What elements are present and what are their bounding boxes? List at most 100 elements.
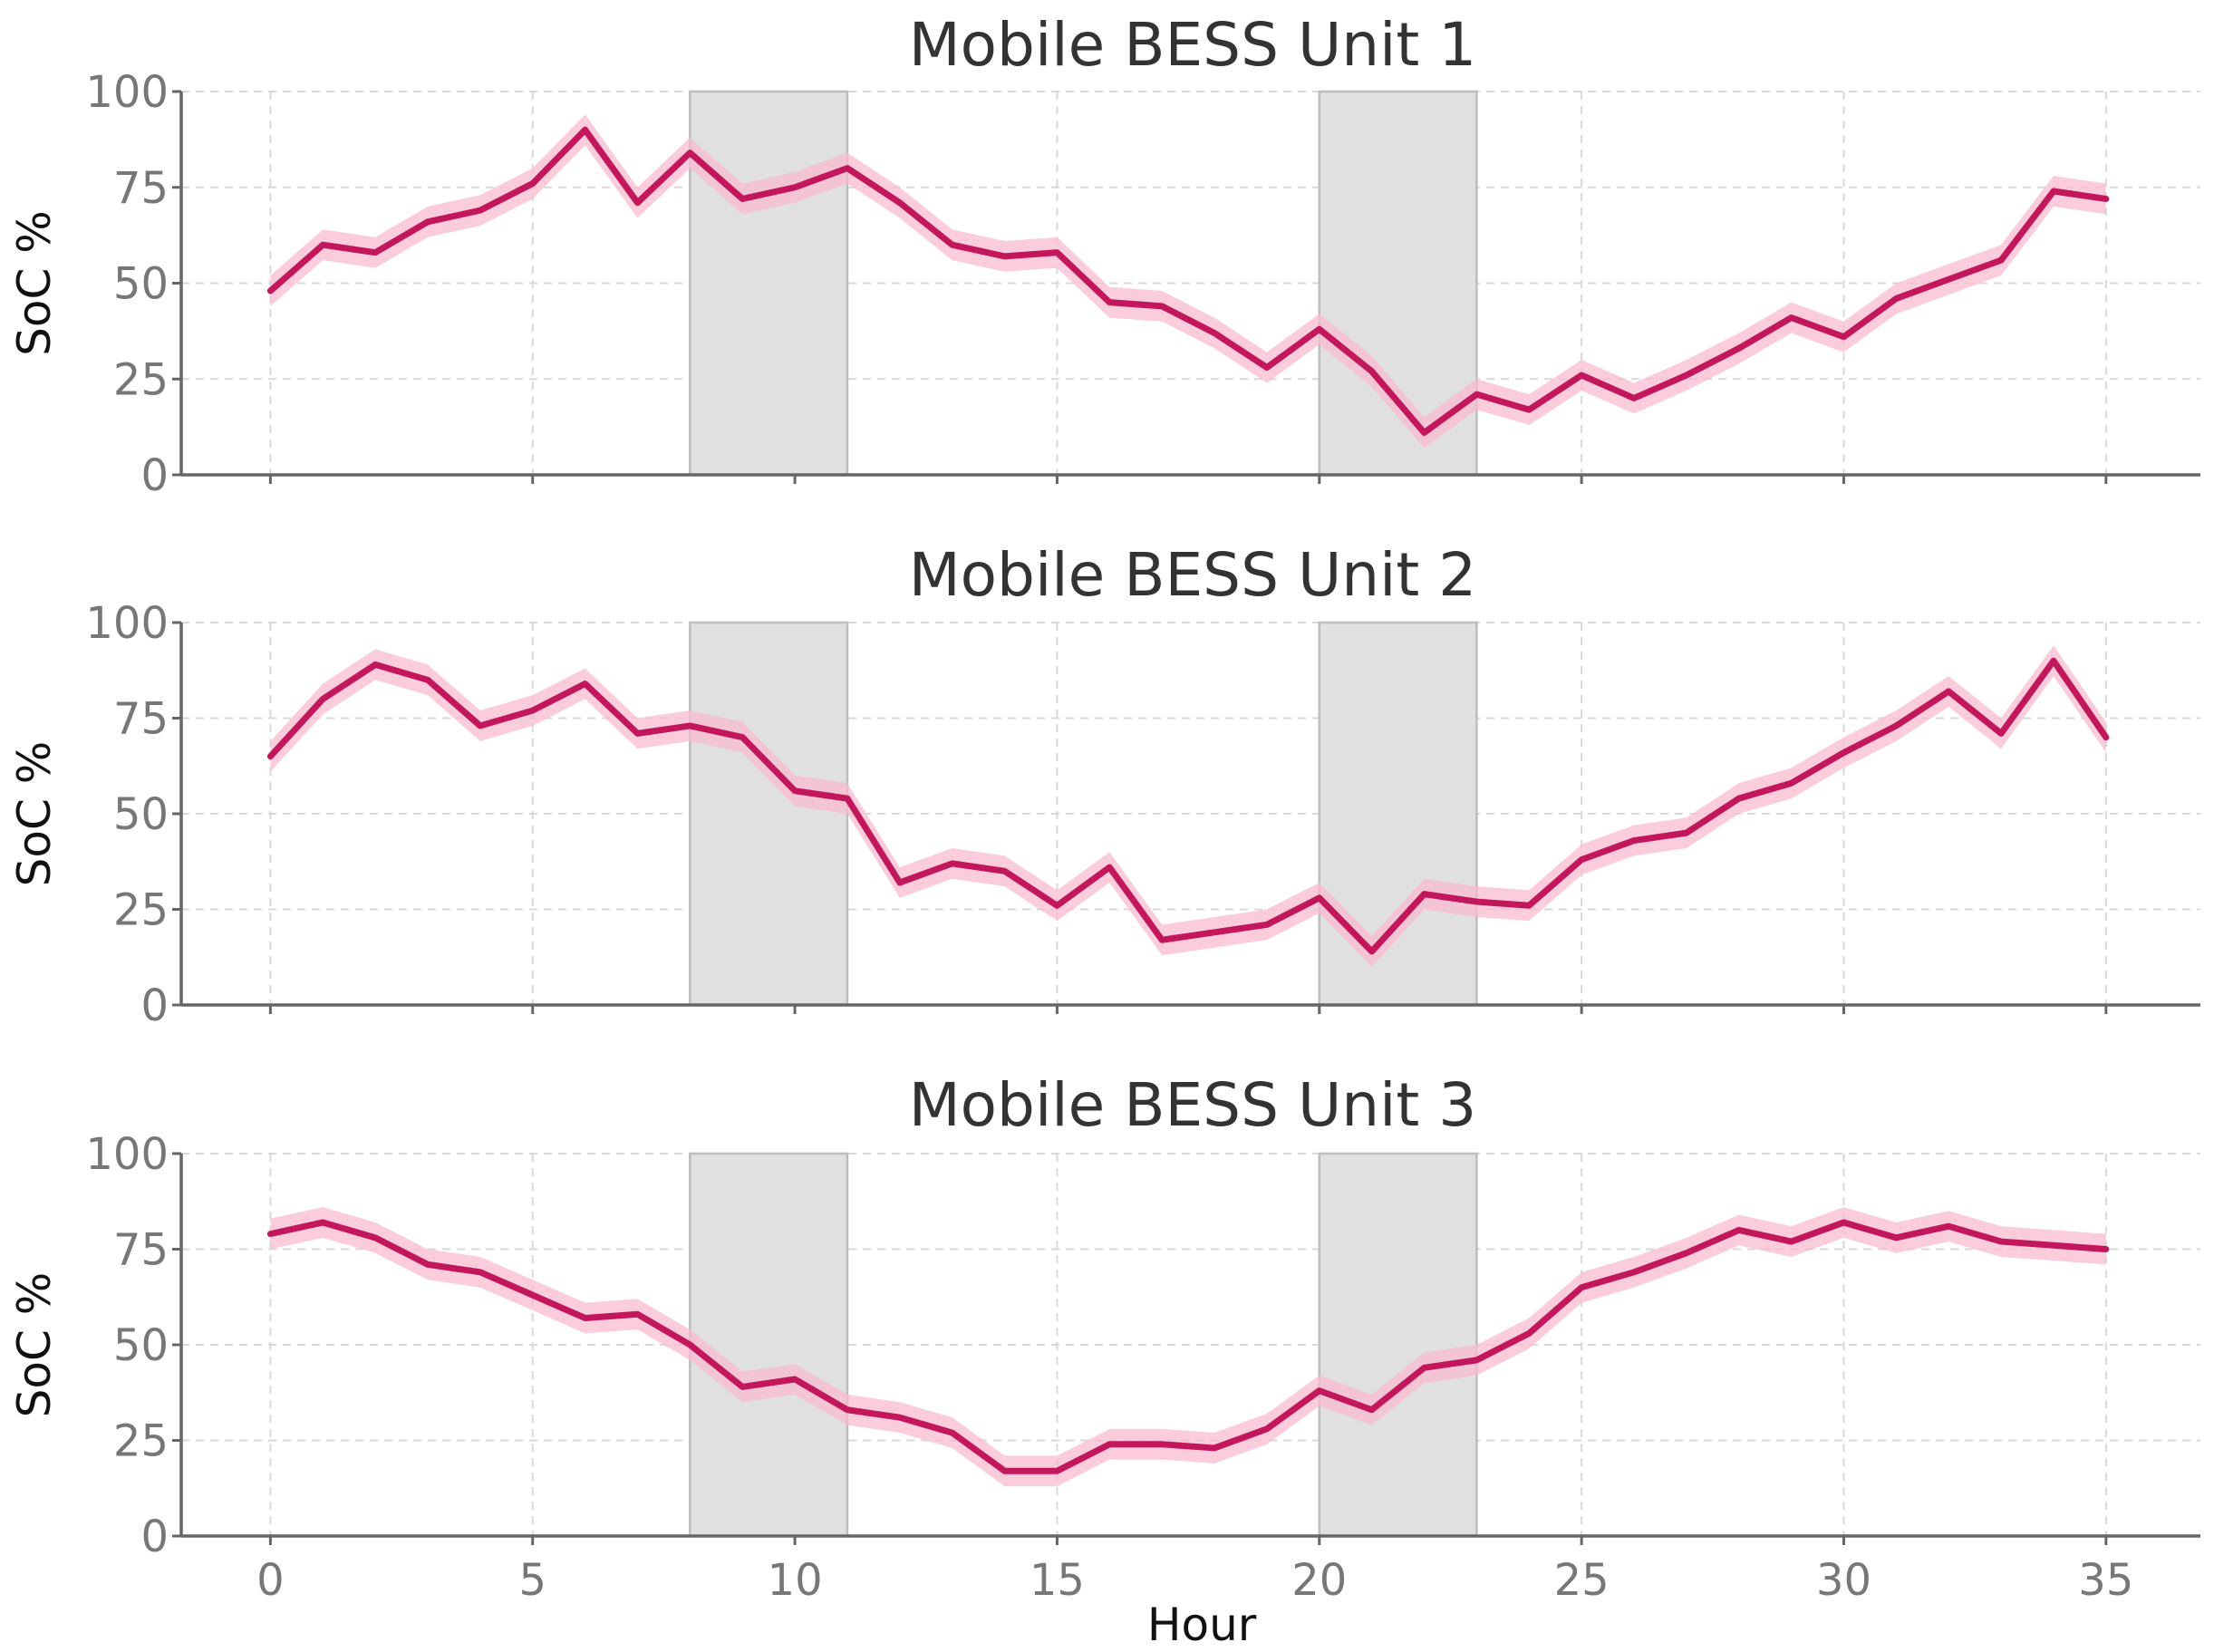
data-point	[1158, 1441, 1165, 1448]
x-tick-label: 25	[1554, 1555, 1610, 1606]
data-point	[949, 241, 956, 248]
panel-title: Mobile BESS Unit 3	[909, 1070, 1477, 1140]
x-tick-label: 20	[1291, 1555, 1347, 1606]
y-tick-label: 25	[113, 1416, 169, 1467]
data-point	[1368, 1406, 1376, 1414]
y-tick-label: 100	[85, 1129, 169, 1180]
data-point	[791, 1376, 798, 1383]
confidence-band	[270, 1207, 2106, 1487]
y-tick-label: 50	[113, 789, 169, 840]
data-point	[1735, 344, 1743, 352]
confidence-band	[270, 645, 2106, 967]
data-point	[844, 1406, 851, 1414]
data-point	[2103, 195, 2110, 202]
data-point	[1840, 749, 1847, 756]
panel-title: Mobile BESS Unit 2	[909, 540, 1477, 610]
data-point	[582, 126, 589, 133]
data-point	[2103, 1246, 2110, 1253]
data-point	[372, 661, 379, 668]
data-point	[1578, 1284, 1585, 1291]
data-point	[686, 1341, 693, 1348]
data-point	[1840, 1219, 1847, 1226]
data-point	[1368, 948, 1376, 955]
data-point	[1683, 1250, 1690, 1257]
data-point	[1158, 303, 1165, 310]
data-point	[1997, 1238, 2005, 1245]
data-point	[266, 287, 274, 295]
data-point	[1630, 837, 1638, 845]
data-point	[1630, 1269, 1638, 1276]
data-point	[529, 1291, 537, 1299]
data-point	[1840, 333, 1847, 341]
data-point	[1421, 891, 1428, 898]
data-point	[1053, 902, 1060, 909]
data-point	[1683, 829, 1690, 836]
panel-2: 0 25 50 75 100 Mobile BESS Unit 2 SoC %	[8, 540, 2200, 1031]
data-point	[1945, 275, 1952, 283]
x-tick-label: 35	[2078, 1555, 2133, 1606]
data-point	[739, 1383, 746, 1390]
data-point	[1211, 1444, 1218, 1452]
y-tick-label: 75	[113, 1225, 169, 1276]
x-axis-label: Hour	[1147, 1599, 1257, 1651]
data-point	[2050, 188, 2057, 195]
soc-series-line	[266, 126, 2110, 436]
y-axis-label: SoC %	[8, 210, 61, 356]
data-point	[1788, 779, 1795, 787]
data-point	[1735, 1226, 1743, 1233]
data-point	[319, 241, 326, 248]
y-tick-label: 0	[140, 981, 169, 1031]
data-point	[2103, 734, 2110, 741]
data-point	[844, 165, 851, 172]
data-point	[1106, 864, 1113, 871]
data-point	[1421, 429, 1428, 436]
data-point	[1735, 795, 1743, 802]
x-tick-label: 15	[1030, 1555, 1085, 1606]
data-point	[477, 1269, 484, 1276]
data-point	[1892, 1234, 1900, 1241]
shaded-interval	[689, 1152, 849, 1538]
data-point	[896, 879, 904, 886]
data-point	[1316, 1387, 1323, 1395]
data-point	[1211, 929, 1218, 936]
panel-1: 0 25 50 75 100 Mobile BESS Unit 1 SoC %	[8, 10, 2200, 501]
data-point	[1945, 688, 1952, 695]
data-point	[1945, 1222, 1952, 1230]
data-point	[791, 184, 798, 191]
confidence-band	[270, 114, 2106, 449]
x-tick-label: 30	[1816, 1555, 1871, 1606]
data-point	[896, 199, 904, 207]
y-tick-label: 100	[85, 67, 169, 118]
data-point	[1316, 894, 1323, 902]
data-point	[1053, 1467, 1060, 1474]
y-axis-label: SoC %	[8, 741, 61, 887]
data-point	[1525, 1329, 1532, 1337]
data-point	[266, 753, 274, 760]
data-point	[633, 199, 641, 207]
data-point	[424, 218, 431, 226]
y-tick-label: 50	[113, 1320, 169, 1371]
data-point	[319, 1219, 326, 1226]
data-point	[1892, 295, 1900, 302]
data-point	[1630, 394, 1638, 401]
shaded-interval	[1318, 1152, 1478, 1538]
data-point	[1106, 299, 1113, 306]
data-point	[529, 180, 537, 188]
data-point	[1997, 256, 2005, 264]
data-point	[739, 195, 746, 202]
data-point	[1263, 921, 1271, 928]
x-tick-label: 5	[518, 1555, 546, 1606]
data-point	[266, 1231, 274, 1238]
data-point	[844, 795, 851, 802]
shaded-interval	[689, 90, 849, 477]
data-point	[1788, 1238, 1795, 1245]
data-point	[791, 787, 798, 795]
y-tick-label: 50	[113, 259, 169, 310]
data-point	[424, 1261, 431, 1268]
data-point	[1578, 372, 1585, 379]
data-point	[1001, 1467, 1009, 1474]
y-tick-label: 25	[113, 354, 169, 405]
data-point	[582, 681, 589, 688]
data-point	[633, 1310, 641, 1318]
x-tick-label: 0	[256, 1555, 285, 1606]
